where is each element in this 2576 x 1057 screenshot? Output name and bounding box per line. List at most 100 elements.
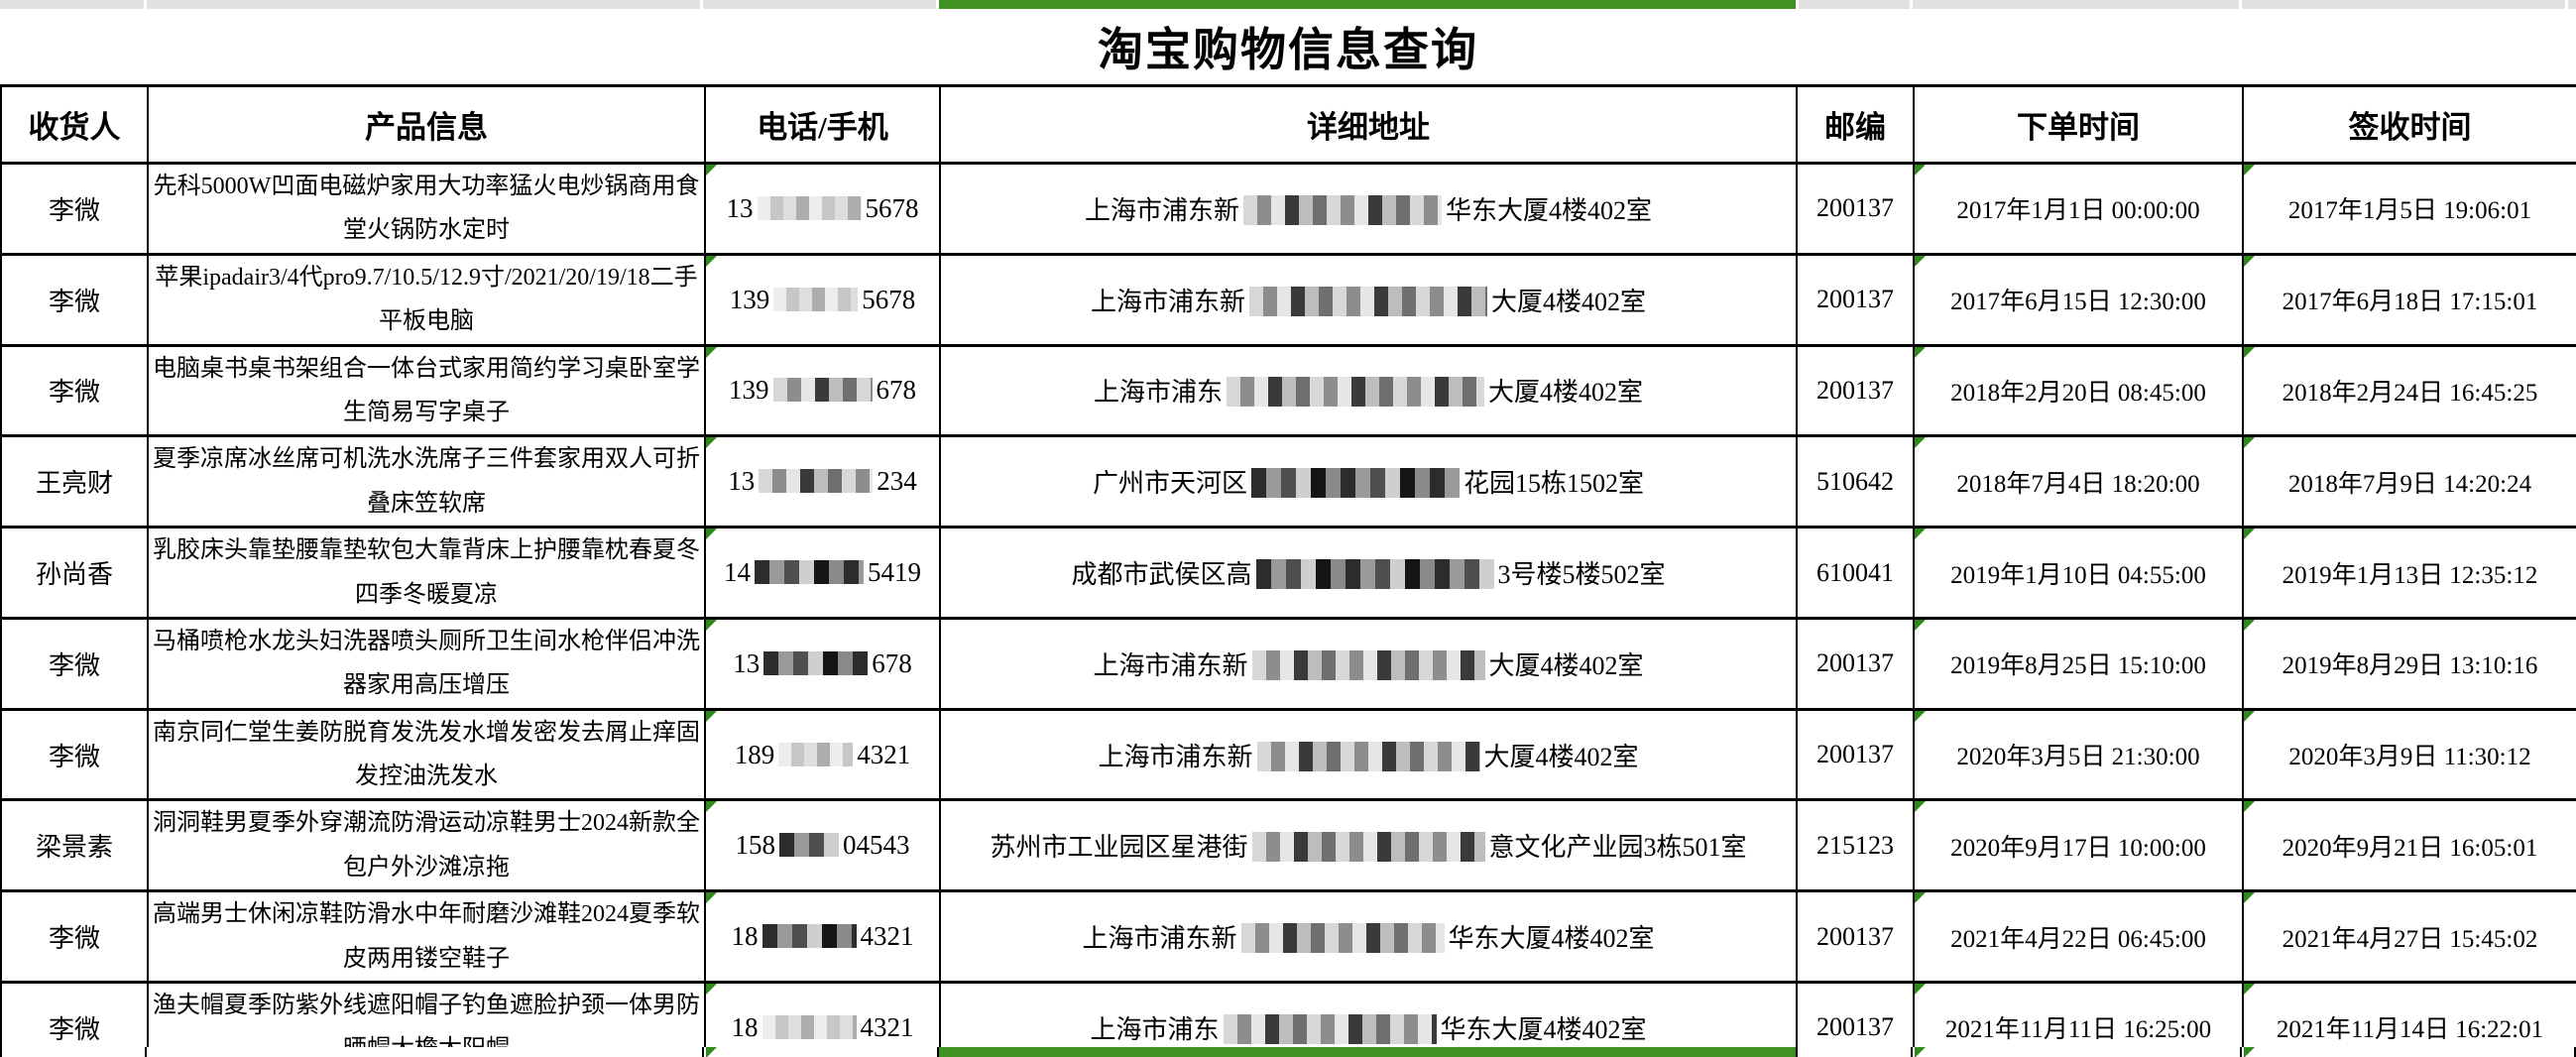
- sign-time-cell[interactable]: 2021年11月14日 16:22:01: [2242, 981, 2576, 1057]
- product-cell[interactable]: 夏季凉席冰丝席可机洗水洗席子三件套家用双人可折叠床笠软席: [147, 434, 706, 529]
- recipient-cell[interactable]: 王亮财: [0, 434, 149, 529]
- recipient-cell[interactable]: 李微: [0, 616, 149, 711]
- phone-cell[interactable]: 18 4321: [704, 889, 941, 985]
- address-cell[interactable]: 上海市浦东 大厦4楼402室: [939, 343, 1798, 438]
- partial-bottom-row: [0, 1047, 2576, 1057]
- phone-cell[interactable]: 18 4321: [704, 981, 941, 1057]
- zip-cell[interactable]: 200137: [1796, 343, 1915, 438]
- sign-time-cell[interactable]: 2020年3月9日 11:30:12: [2242, 707, 2576, 802]
- zip-cell[interactable]: 200137: [1796, 162, 1915, 256]
- recipient-cell[interactable]: 李微: [0, 981, 149, 1057]
- col-header-product[interactable]: 产品信息: [147, 84, 706, 165]
- col-header-zip[interactable]: 邮编: [1796, 84, 1915, 165]
- address-cell[interactable]: 上海市浦东新 大厦4楼402室: [939, 616, 1798, 711]
- phone-cell[interactable]: 14 5419: [704, 526, 941, 620]
- phone-cell[interactable]: 139 678: [704, 343, 941, 438]
- table-row: 王亮财 夏季凉席冰丝席可机洗水洗席子三件套家用双人可折叠床笠软席 13 234 广…: [0, 434, 2576, 529]
- phone-cell[interactable]: 189 4321: [704, 707, 941, 802]
- censor-mosaic: [1251, 649, 1485, 680]
- address-visible-prefix: 上海市浦东新: [1098, 742, 1253, 771]
- product-cell[interactable]: 苹果ipadair3/4代pro9.7/10.5/12.9寸/2021/20/1…: [147, 252, 706, 347]
- phone-cell[interactable]: 13 678: [704, 616, 941, 711]
- table-row: 李微 苹果ipadair3/4代pro9.7/10.5/12.9寸/2021/2…: [0, 252, 2576, 347]
- phone-visible-suffix: 5678: [862, 284, 916, 314]
- address-cell[interactable]: 上海市浦东新 华东大厦4楼402室: [939, 162, 1798, 256]
- address-cell[interactable]: 上海市浦东 华东大厦4楼402室: [939, 981, 1798, 1057]
- top-strip-green-cell: [939, 0, 1796, 9]
- sign-time-cell[interactable]: 2020年9月21日 16:05:01: [2242, 798, 2576, 893]
- sign-time-cell[interactable]: 2021年4月27日 15:45:02: [2242, 889, 2576, 985]
- order-time-cell[interactable]: 2019年1月10日 04:55:00: [1913, 526, 2244, 620]
- order-time-cell[interactable]: 2017年1月1日 00:00:00: [1913, 162, 2244, 256]
- address-visible-prefix: 苏州市工业园区星港街: [990, 833, 1248, 863]
- order-time-cell[interactable]: 2020年9月17日 10:00:00: [1913, 798, 2244, 893]
- address-visible-suffix: 华东大厦4楼402室: [1448, 924, 1655, 954]
- grid-line: [937, 1047, 939, 1057]
- recipient-cell[interactable]: 孙尚香: [0, 526, 149, 620]
- top-strip-segment: [147, 0, 700, 9]
- censor-mosaic: [1251, 832, 1485, 863]
- order-time-cell[interactable]: 2020年3月5日 21:30:00: [1913, 707, 2244, 802]
- zip-cell[interactable]: 200137: [1796, 981, 1915, 1057]
- col-header-order-time[interactable]: 下单时间: [1913, 84, 2244, 165]
- product-cell[interactable]: 南京同仁堂生姜防脱育发洗发水增发密发去屑止痒固发控油洗发水: [147, 707, 706, 802]
- zip-cell[interactable]: 200137: [1796, 889, 1915, 985]
- zip-cell[interactable]: 200137: [1796, 707, 1915, 802]
- order-time-cell[interactable]: 2018年2月20日 08:45:00: [1913, 343, 2244, 438]
- sign-time-cell[interactable]: 2019年8月29日 13:10:16: [2242, 616, 2576, 711]
- address-visible-suffix: 意文化产业园3栋501室: [1488, 833, 1747, 863]
- order-time-cell[interactable]: 2019年8月25日 15:10:00: [1913, 616, 2244, 711]
- product-cell[interactable]: 马桶喷枪水龙头妇洗器喷头厕所卫生间水枪伴侣冲洗器家用高压增压: [147, 616, 706, 711]
- col-header-phone[interactable]: 电话/手机: [704, 84, 941, 165]
- grid-line: [2574, 1047, 2576, 1057]
- product-cell[interactable]: 洞洞鞋男夏季外穿潮流防滑运动凉鞋男士2024新款全包户外沙滩凉拖: [147, 798, 706, 893]
- zip-cell[interactable]: 200137: [1796, 616, 1915, 711]
- recipient-cell[interactable]: 李微: [0, 889, 149, 985]
- phone-cell[interactable]: 158 04543: [704, 798, 941, 893]
- order-time-cell[interactable]: 2018年7月4日 18:20:00: [1913, 434, 2244, 529]
- product-cell[interactable]: 渔夫帽夏季防紫外线遮阳帽子钓鱼遮脸护颈一体男防晒帽大檐太阳帽: [147, 981, 706, 1057]
- censor-mosaic: [772, 378, 873, 403]
- address-cell[interactable]: 成都市武侯区高 3号楼5楼502室: [939, 526, 1798, 620]
- phone-cell[interactable]: 13 234: [704, 434, 941, 529]
- recipient-cell[interactable]: 李微: [0, 252, 149, 347]
- address-cell[interactable]: 广州市天河区 花园15栋1502室: [939, 434, 1798, 529]
- address-visible-suffix: 3号楼5楼502室: [1497, 560, 1666, 590]
- sign-time-cell[interactable]: 2019年1月13日 12:35:12: [2242, 526, 2576, 620]
- zip-cell[interactable]: 510642: [1796, 434, 1915, 529]
- address-cell[interactable]: 苏州市工业园区星港街 意文化产业园3栋501室: [939, 798, 1798, 893]
- col-header-recipient[interactable]: 收货人: [0, 84, 149, 165]
- address-cell[interactable]: 上海市浦东新 大厦4楼402室: [939, 707, 1798, 802]
- product-cell[interactable]: 先科5000W凹面电磁炉家用大功率猛火电炒锅商用食堂火锅防水定时: [147, 162, 706, 256]
- product-cell[interactable]: 乳胶床头靠垫腰靠垫软包大靠背床上护腰靠枕春夏冬四季冬暖夏凉: [147, 526, 706, 620]
- order-time-cell[interactable]: 2021年4月22日 06:45:00: [1913, 889, 2244, 985]
- zip-cell[interactable]: 610041: [1796, 526, 1915, 620]
- recipient-cell[interactable]: 李微: [0, 343, 149, 438]
- address-visible-prefix: 上海市浦东新: [1082, 924, 1237, 954]
- sign-time-cell[interactable]: 2018年7月9日 14:20:24: [2242, 434, 2576, 529]
- col-header-address[interactable]: 详细地址: [939, 84, 1798, 165]
- grid-line: [145, 1047, 147, 1057]
- zip-cell[interactable]: 200137: [1796, 252, 1915, 347]
- sign-time-cell[interactable]: 2017年1月5日 19:06:01: [2242, 162, 2576, 256]
- phone-cell[interactable]: 139 5678: [704, 252, 941, 347]
- address-visible-suffix: 华东大厦4楼402室: [1446, 195, 1653, 225]
- product-cell[interactable]: 电脑桌书桌书架组合一体台式家用简约学习桌卧室学生简易写字桌子: [147, 343, 706, 438]
- recipient-cell[interactable]: 梁景素: [0, 798, 149, 893]
- order-time-cell[interactable]: 2021年11月11日 16:25:00: [1913, 981, 2244, 1057]
- phone-visible-prefix: 13: [726, 192, 754, 223]
- phone-visible-prefix: 158: [735, 830, 776, 861]
- address-cell[interactable]: 上海市浦东新 大厦4楼402室: [939, 252, 1798, 347]
- product-cell[interactable]: 高端男士休闲凉鞋防滑水中年耐磨沙滩鞋2024夏季软皮两用镂空鞋子: [147, 889, 706, 985]
- address-cell[interactable]: 上海市浦东新 华东大厦4楼402室: [939, 889, 1798, 985]
- recipient-cell[interactable]: 李微: [0, 707, 149, 802]
- recipient-cell[interactable]: 李微: [0, 162, 149, 256]
- censor-mosaic: [1249, 286, 1487, 316]
- sign-time-cell[interactable]: 2017年6月18日 17:15:01: [2242, 252, 2576, 347]
- zip-cell[interactable]: 215123: [1796, 798, 1915, 893]
- sign-time-cell[interactable]: 2018年2月24日 16:45:25: [2242, 343, 2576, 438]
- phone-cell[interactable]: 13 5678: [704, 162, 941, 256]
- order-time-cell[interactable]: 2017年6月15日 12:30:00: [1913, 252, 2244, 347]
- col-header-sign-time[interactable]: 签收时间: [2242, 84, 2576, 165]
- green-filled-cell: [939, 1047, 1796, 1057]
